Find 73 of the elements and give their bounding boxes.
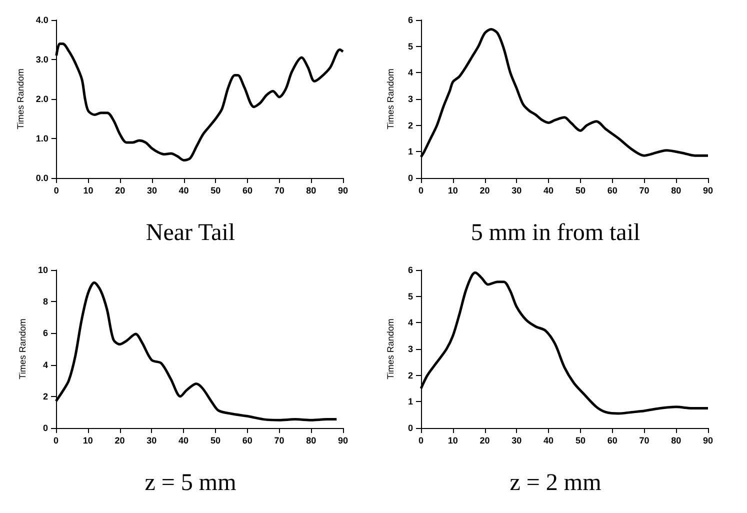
- x-tick-label: 20: [115, 186, 126, 196]
- x-tick-label: 30: [146, 436, 157, 446]
- x-tick-label: 0: [54, 186, 59, 196]
- y-axis-title: Times Random: [386, 68, 396, 130]
- x-tick-label: 10: [83, 186, 94, 196]
- text: 5 mm in from tail: [470, 220, 640, 246]
- text: z = 2 mm: [510, 470, 602, 496]
- y-tick-label: 0: [42, 423, 48, 433]
- y-tick-label: 2: [42, 391, 48, 402]
- x-tick-label: 40: [544, 436, 554, 446]
- x-tick-label: 90: [702, 436, 714, 446]
- x-tick-label: 80: [306, 436, 316, 446]
- text: z = 5 mm: [144, 470, 237, 496]
- x-tick-label: 90: [702, 186, 714, 196]
- x-tick-label: 40: [178, 186, 189, 196]
- x-tick-label: 0: [53, 436, 59, 446]
- x-tick-label: 20: [114, 436, 125, 446]
- y-tick-label: 0: [408, 173, 413, 183]
- x-tick-label: 0: [418, 436, 424, 446]
- x-tick-label: 50: [210, 186, 221, 196]
- x-tick-label: 90: [338, 186, 348, 196]
- x-tick-label: 70: [274, 186, 284, 196]
- y-tick-label: 5: [408, 41, 413, 52]
- y-tick-label: 3: [408, 94, 413, 104]
- y-tick-label: 0: [408, 423, 413, 433]
- x-tick-label: 90: [338, 436, 348, 446]
- y-tick-label: 4.0: [36, 15, 48, 25]
- x-tick-label: 20: [480, 436, 490, 446]
- x-tick-label: 30: [512, 186, 522, 196]
- y-tick-label: 0.0: [36, 173, 48, 183]
- x-tick-label: 70: [639, 186, 650, 196]
- y-tick-label: 6: [408, 15, 413, 25]
- y-tick-label: 8: [42, 296, 48, 307]
- x-tick-label: 80: [671, 186, 682, 196]
- x-tick-label: 60: [242, 436, 252, 446]
- y-tick-label: 3: [408, 344, 413, 354]
- x-tick-label: 20: [480, 186, 490, 196]
- y-tick-label: 10: [38, 265, 48, 275]
- y-tick-label: 2: [408, 370, 413, 380]
- x-tick-label: 10: [448, 186, 458, 196]
- x-tick-label: 60: [607, 186, 618, 196]
- x-tick-label: 60: [607, 436, 618, 446]
- y-tick-label: 3.0: [36, 54, 48, 64]
- y-tick-label: 2: [408, 120, 413, 130]
- x-tick-label: 50: [575, 186, 586, 196]
- y-tick-label: 1: [408, 146, 413, 157]
- y-tick-label: 1: [408, 396, 413, 407]
- y-tick-label: 6: [42, 328, 48, 338]
- y-tick-label: 4: [408, 318, 413, 328]
- x-tick-label: 50: [575, 436, 586, 446]
- text: Near Tail: [146, 220, 236, 246]
- x-tick-label: 50: [210, 436, 220, 446]
- x-tick-label: 70: [639, 436, 650, 446]
- y-tick-label: 6: [408, 265, 413, 275]
- x-tick-label: 40: [544, 186, 554, 196]
- x-tick-label: 0: [418, 186, 424, 196]
- x-tick-label: 40: [178, 436, 189, 446]
- x-tick-label: 80: [306, 186, 316, 196]
- x-tick-label: 70: [274, 436, 284, 446]
- x-tick-label: 30: [146, 186, 157, 196]
- y-tick-label: 2.0: [36, 94, 48, 104]
- x-tick-label: 80: [671, 436, 682, 446]
- x-tick-label: 10: [448, 436, 458, 446]
- y-tick-label: 5: [408, 291, 413, 302]
- y-tick-label: 4: [408, 68, 413, 78]
- y-axis-title: Times Random: [386, 318, 396, 380]
- x-tick-label: 60: [242, 186, 252, 196]
- y-axis-title: Times Random: [18, 318, 28, 380]
- y-axis-title: Times Random: [16, 68, 26, 130]
- x-tick-label: 30: [512, 436, 522, 446]
- y-tick-label: 4: [42, 360, 48, 370]
- y-tick-label: 1.0: [36, 134, 48, 144]
- x-tick-label: 10: [82, 436, 93, 446]
